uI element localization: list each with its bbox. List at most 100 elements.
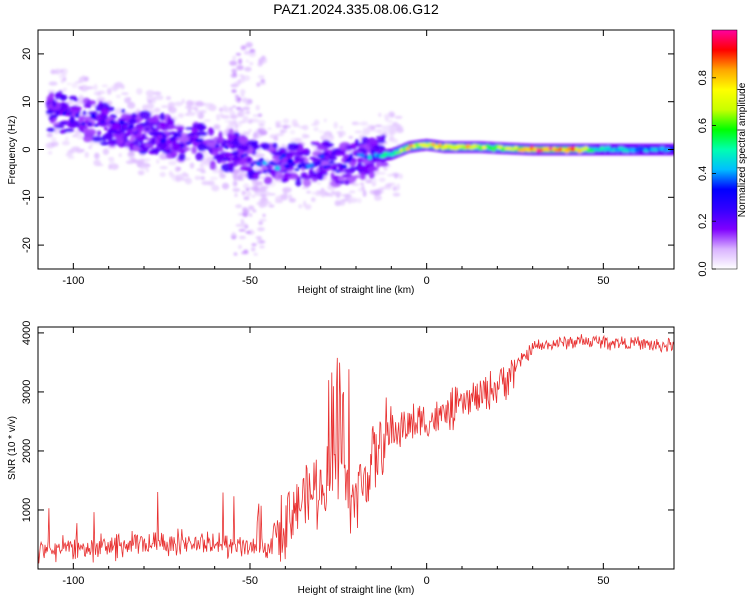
spectrogram-heatmap	[45, 42, 674, 256]
spectrogram-cell	[244, 66, 252, 72]
spectrogram-x-axis-label: Height of straight line (km)	[298, 285, 415, 296]
spectrogram-cell	[68, 95, 78, 101]
spectrogram-cell	[168, 160, 177, 166]
spectrogram-cell	[433, 145, 440, 150]
spectrogram-cell	[249, 62, 254, 66]
spectrogram-cell	[281, 144, 285, 147]
spectrogram-cell	[121, 108, 126, 113]
spectrogram-cell	[150, 136, 156, 146]
spectrogram-cell	[328, 160, 335, 164]
spectrogram-cell	[354, 130, 363, 134]
spectrogram-cell	[252, 114, 259, 117]
snr-series-line	[38, 334, 674, 564]
spectrogram-cell	[392, 150, 398, 156]
spectrogram-cell	[90, 113, 97, 119]
spectrogram-cell	[47, 89, 56, 94]
spectrogram-cell	[188, 132, 196, 137]
spectrogram-cell	[488, 145, 493, 151]
spectrogram-cell	[339, 199, 349, 202]
colorbar-tick-label: 0.6	[697, 118, 709, 133]
spectrogram-cell	[267, 127, 272, 130]
spectrogram-cell	[142, 158, 151, 162]
spectrogram-cell	[275, 122, 280, 129]
spectrogram-cell	[181, 98, 185, 104]
spectrogram-cell	[229, 60, 238, 66]
spectrogram-cell	[50, 141, 59, 147]
spectrogram-cell	[241, 251, 249, 255]
spectrogram-cell	[306, 190, 312, 194]
spectrogram-cell	[361, 185, 365, 191]
spectrogram-cell	[216, 114, 220, 119]
spectrogram-cell	[384, 167, 388, 171]
spectrogram-cell	[395, 151, 401, 155]
spectrogram-cell	[365, 127, 372, 132]
spectrogram-cell	[124, 132, 132, 137]
spectrogram-cell	[99, 141, 111, 146]
spectrogram-cell	[104, 126, 108, 131]
spectrogram-cell	[66, 150, 71, 154]
spectrogram-cell	[56, 111, 61, 116]
spectrogram-cell	[147, 117, 159, 123]
spectrogram-cell	[318, 130, 325, 133]
spectrogram-cell	[374, 189, 382, 196]
spectrogram-cell	[258, 153, 265, 157]
spectrogram-cell	[200, 176, 206, 181]
spectrogram-cell	[332, 166, 338, 172]
spectrogram-cell	[240, 146, 250, 150]
spectrogram-cell	[150, 127, 157, 131]
spectrogram-cell	[218, 173, 225, 177]
spectrogram-cell	[48, 81, 58, 86]
spectrogram-cell	[52, 114, 58, 118]
spectrogram-cell	[367, 166, 379, 172]
spectrogram-cell	[142, 104, 149, 111]
spectrogram-cell	[195, 152, 204, 161]
spectrogram-cell	[71, 82, 78, 89]
spectrogram-cell	[203, 119, 211, 122]
spectrogram-cell	[337, 176, 345, 181]
spectrogram-cell	[274, 199, 284, 204]
spectrogram-cell	[396, 127, 404, 134]
spectrogram-cell	[157, 131, 163, 135]
spectrogram-cell	[347, 199, 352, 204]
spectrogram-cell	[115, 130, 122, 135]
spectrogram-cell	[301, 186, 310, 189]
spectrogram-cell	[212, 147, 216, 152]
spectrogram-cell	[405, 147, 411, 151]
spectrogram-cell	[87, 100, 97, 105]
spectrogram-cell	[159, 166, 168, 170]
spectrogram-cell	[319, 154, 325, 158]
spectrogram-cell	[245, 110, 251, 115]
snr-x-axis-label: Height of straight line (km)	[298, 585, 415, 596]
spectrogram-cell	[408, 144, 414, 148]
spectrogram-cell	[213, 124, 221, 130]
spectrogram-cell	[131, 112, 138, 119]
spectrogram-cell	[148, 131, 153, 135]
spectrogram-cell	[240, 89, 246, 95]
spectrogram-cell	[118, 153, 122, 158]
spectrogram-cell	[370, 126, 376, 129]
spectrogram-cell	[159, 172, 166, 178]
spectrogram-cell	[132, 128, 137, 132]
x-tick-label: -50	[242, 275, 258, 287]
spectrogram-cell	[250, 119, 255, 123]
spectrogram-cell	[237, 174, 244, 180]
spectrogram-cell	[291, 119, 298, 126]
spectrogram-cell	[46, 132, 53, 138]
spectrogram-cell	[337, 194, 341, 198]
spectrogram-cell	[231, 231, 237, 237]
spectrogram-cell	[185, 126, 195, 131]
spectrogram-cell	[199, 138, 204, 142]
spectrogram-cell	[165, 96, 172, 101]
spectrogram-cell	[46, 127, 56, 133]
spectrogram-cell	[245, 102, 250, 106]
spectrogram-cell	[123, 96, 131, 104]
spectrogram-cell	[282, 118, 290, 124]
spectrogram-cell	[320, 188, 325, 191]
spectrogram-cell	[259, 203, 268, 208]
spectrogram-cell	[221, 115, 230, 119]
spectrogram-cell	[187, 108, 192, 113]
spectrogram-cell	[50, 70, 59, 74]
spectrogram-cell	[481, 145, 487, 150]
spectrogram-cell	[175, 103, 182, 107]
